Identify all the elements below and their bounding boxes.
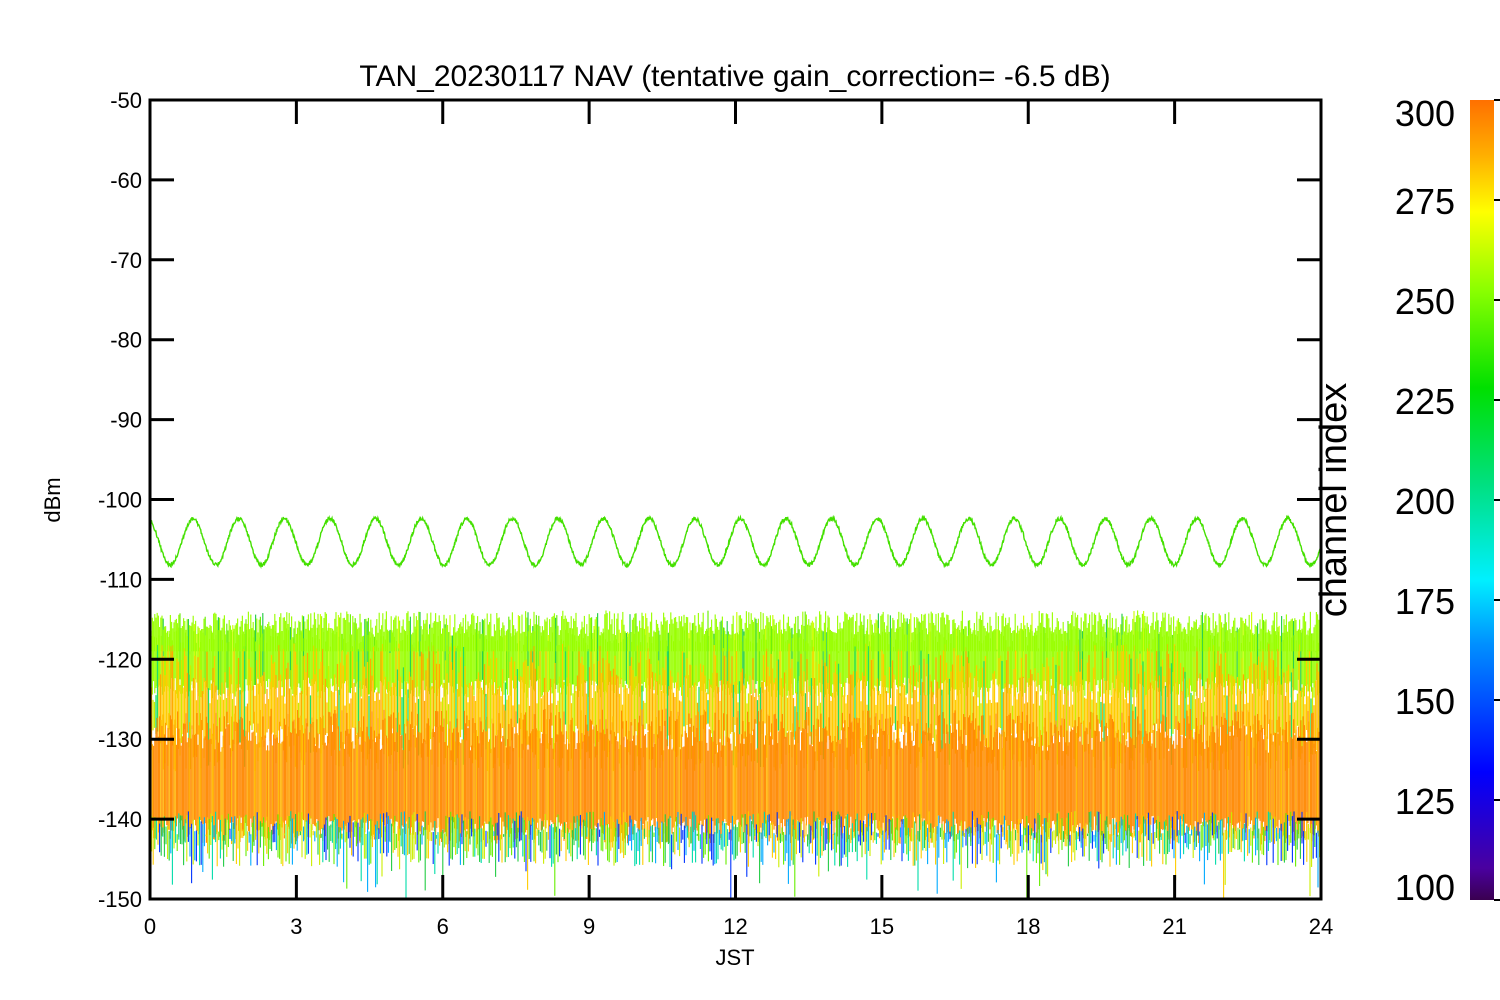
colorbar — [1470, 100, 1494, 900]
x-tick-label: 24 — [1309, 914, 1333, 939]
x-tick-label: 0 — [144, 914, 156, 939]
y-tick-label: -140 — [98, 807, 142, 832]
x-tick-label: 9 — [583, 914, 595, 939]
colorbar-tick-label: 250 — [1395, 281, 1455, 322]
x-axis-label: JST — [715, 945, 754, 970]
series-channel-245 — [150, 514, 1321, 569]
sinusoid-line — [150, 514, 1321, 569]
y-tick-label: -150 — [98, 887, 142, 912]
plot-marks — [150, 514, 1321, 899]
y-tick-label: -90 — [110, 408, 142, 433]
colorbar-tick-label: 300 — [1395, 93, 1455, 134]
colorbar-label: channel index — [1313, 383, 1355, 618]
colorbar-tick-label: 225 — [1395, 381, 1455, 422]
series-low-fringe — [150, 811, 1321, 899]
colorbar-tick-label: 175 — [1395, 581, 1455, 622]
y-tick-label: -80 — [110, 328, 142, 353]
x-tick-label: 21 — [1162, 914, 1186, 939]
y-tick-label: -110 — [100, 567, 142, 592]
y-tick-label: -120 — [98, 647, 142, 672]
x-tick-label: 6 — [437, 914, 449, 939]
colorbar-tick-label: 150 — [1395, 681, 1455, 722]
colorbar-tick-label: 200 — [1395, 481, 1455, 522]
chart-title: TAN_20230117 NAV (tentative gain_correct… — [359, 60, 1110, 93]
y-tick-label: -70 — [110, 248, 142, 273]
x-tick-label: 3 — [290, 914, 302, 939]
x-axis-ticks: 0 3 6 9 12 15 18 21 24 — [144, 100, 1333, 939]
x-tick-label: 12 — [723, 914, 747, 939]
colorbar-tick-label: 100 — [1395, 867, 1455, 908]
y-axis-ticks: -50 -60 -70 -80 -90 -100 -110 -120 -130 -140 -150 — [98, 88, 1321, 912]
y-tick-label: -130 — [98, 727, 142, 752]
series-high-fringe — [150, 627, 1321, 655]
y-tick-label: -50 — [110, 88, 142, 113]
x-tick-label: 18 — [1016, 914, 1040, 939]
colorbar-tick-label: 125 — [1395, 781, 1455, 822]
y-tick-label: -100 — [98, 488, 142, 513]
y-axis-label: dBm — [40, 477, 65, 522]
colorbar-ticks: 300 275 250 225 200 175 150 125 100 — [1395, 93, 1500, 908]
x-tick-label: 15 — [870, 914, 894, 939]
y-tick-label: -60 — [110, 168, 142, 193]
colorbar-tick-label: 275 — [1395, 181, 1455, 222]
